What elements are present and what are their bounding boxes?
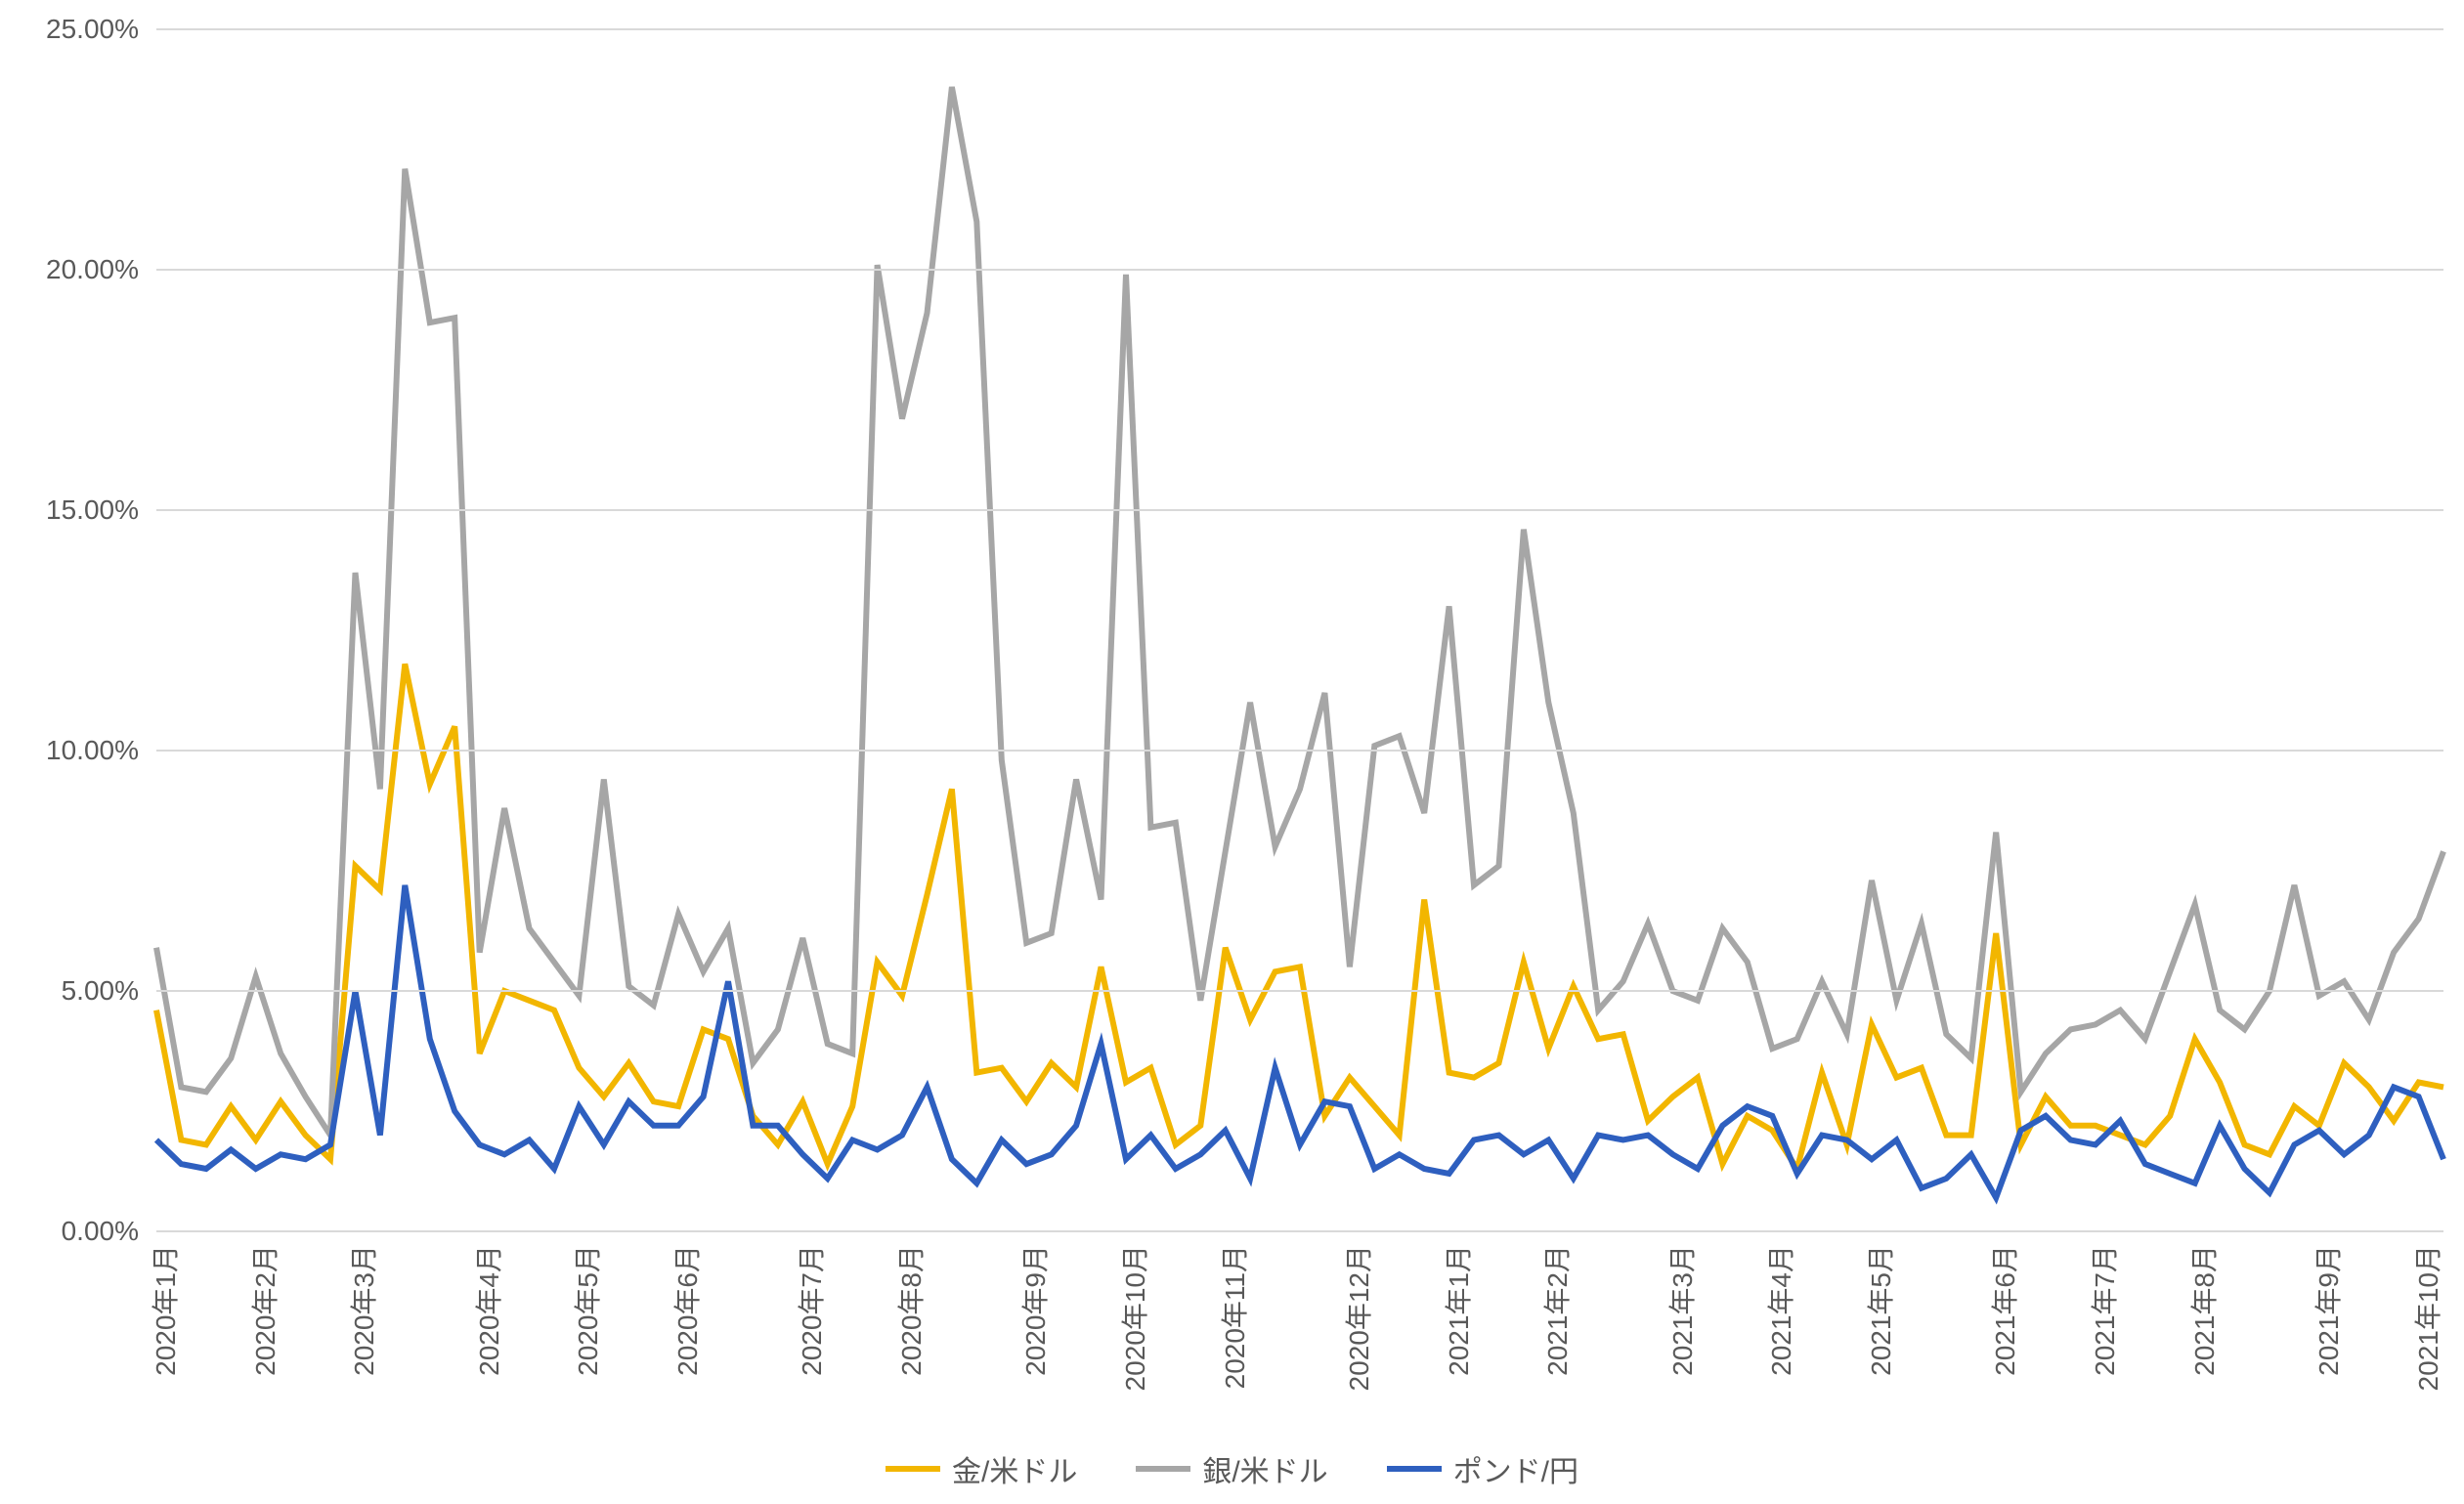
legend-label: 金/米ドル	[952, 1447, 1077, 1490]
gridline	[156, 750, 2443, 752]
legend-item: 銀/米ドル	[1136, 1447, 1327, 1490]
x-tick-label: 2020年8月	[890, 1231, 929, 1376]
legend-item: ポンド/円	[1387, 1447, 1578, 1490]
x-tick-label: 2021年6月	[1984, 1231, 2023, 1376]
x-tick-label: 2021年8月	[2183, 1231, 2223, 1376]
x-tick-label: 2021年9月	[2308, 1231, 2347, 1376]
volatility-line-chart: 0.00% 5.00% 10.00% 15.00% 20.00% 25.00% 2020年1…	[0, 0, 2464, 1504]
y-tick-label: 15.00%	[46, 494, 156, 526]
y-tick-label: 5.00%	[62, 975, 156, 1007]
series-line	[156, 885, 2443, 1198]
series-lines	[156, 29, 2443, 1231]
x-tick-label: 2020年4月	[468, 1231, 507, 1376]
legend-swatch	[1136, 1466, 1190, 1472]
plot-area: 0.00%5.00%10.00%15.00%20.00%25.00%2020年1…	[156, 29, 2443, 1231]
gridline	[156, 509, 2443, 511]
x-tick-label: 2020年6月	[667, 1231, 706, 1376]
x-tick-label: 2020年5月	[567, 1231, 606, 1376]
y-tick-label: 20.00%	[46, 254, 156, 285]
legend-swatch	[1387, 1466, 1442, 1472]
y-tick-label: 0.00%	[62, 1216, 156, 1247]
x-tick-label: 2021年2月	[1536, 1231, 1576, 1376]
x-tick-label: 2021年1月	[1438, 1231, 1477, 1376]
legend: 金/米ドル 銀/米ドル ポンド/円	[0, 1447, 2464, 1490]
x-tick-label: 2020年7月	[791, 1231, 830, 1376]
y-tick-label: 25.00%	[46, 14, 156, 45]
x-tick-label: 2021年5月	[1860, 1231, 1899, 1376]
x-tick-label: 2020年10月	[1114, 1231, 1153, 1391]
x-tick-label: 2020年9月	[1015, 1231, 1054, 1376]
x-tick-label: 2021年4月	[1760, 1231, 1799, 1376]
gridline	[156, 990, 2443, 992]
y-tick-label: 10.00%	[46, 735, 156, 766]
legend-label: ポンド/円	[1453, 1447, 1578, 1490]
series-line	[156, 664, 2443, 1169]
x-tick-label: 2021年3月	[1662, 1231, 1701, 1376]
x-tick-label: 2021年10月	[2407, 1231, 2446, 1391]
legend-item: 金/米ドル	[886, 1447, 1077, 1490]
gridline	[156, 28, 2443, 30]
x-tick-label: 2020年11月	[1214, 1231, 1253, 1389]
x-tick-label: 2020年1月	[145, 1231, 184, 1376]
x-tick-label: 2020年3月	[343, 1231, 382, 1376]
legend-swatch	[886, 1466, 940, 1472]
x-tick-label: 2020年2月	[244, 1231, 283, 1376]
legend-label: 銀/米ドル	[1202, 1447, 1327, 1490]
x-tick-label: 2021年7月	[2084, 1231, 2123, 1376]
gridline	[156, 269, 2443, 271]
x-tick-label: 2020年12月	[1338, 1231, 1377, 1391]
